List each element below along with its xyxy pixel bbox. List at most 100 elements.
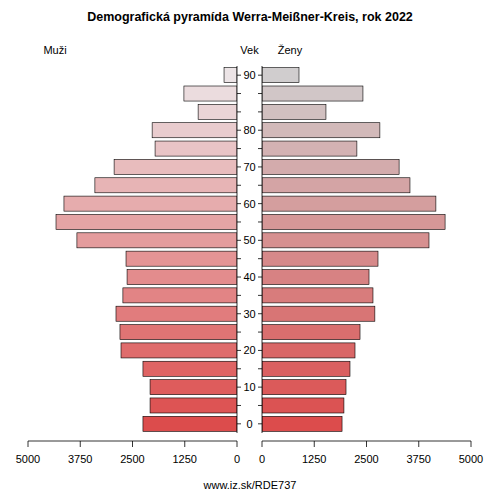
bar [127, 270, 237, 285]
bar [143, 361, 237, 376]
bar [262, 68, 299, 83]
category-tick [237, 405, 241, 406]
category-tick [237, 313, 241, 314]
bar [155, 141, 237, 156]
series-name: Ženy [278, 44, 303, 56]
category-tick [237, 148, 241, 149]
category-tick [258, 313, 262, 314]
bar [262, 233, 429, 248]
category-tick [237, 221, 241, 222]
category-label: 90 [243, 69, 255, 81]
tick-label: 3750 [68, 453, 92, 465]
bar [262, 123, 380, 138]
bar [262, 86, 363, 101]
bar [262, 380, 346, 395]
tick-label: 0 [259, 453, 265, 465]
category-tick [258, 368, 262, 369]
bar [262, 398, 344, 413]
bar [116, 306, 237, 321]
tick [237, 441, 238, 447]
bar [262, 178, 410, 193]
category-tick [258, 277, 262, 278]
bar [77, 233, 237, 248]
tick [132, 441, 133, 447]
tick [80, 441, 81, 447]
category-tick [258, 111, 262, 112]
category-tick [258, 75, 262, 76]
category-tick [237, 203, 241, 204]
bar [262, 251, 378, 266]
category-tick [237, 332, 241, 333]
tick-label: 5000 [459, 453, 483, 465]
tick-label: 2500 [354, 453, 378, 465]
bar [114, 159, 237, 174]
tick-label: 3750 [407, 453, 431, 465]
bar [262, 306, 375, 321]
axis-line [262, 66, 263, 433]
tick-label: 2500 [120, 453, 144, 465]
category-tick [237, 295, 241, 296]
category-label: 30 [243, 308, 255, 320]
bar [262, 196, 436, 211]
bar [121, 343, 237, 358]
category-tick [237, 75, 241, 76]
category-tick [258, 350, 262, 351]
bar [262, 141, 357, 156]
axis-label: Vek [240, 44, 259, 56]
tick [184, 441, 185, 447]
category-tick [237, 166, 241, 167]
category-tick [258, 130, 262, 131]
bar [126, 251, 237, 266]
tick-label: 5000 [16, 453, 40, 465]
bar [262, 104, 326, 119]
category-label: 60 [243, 198, 255, 210]
category-tick [258, 295, 262, 296]
tick [366, 441, 367, 447]
category-tick [258, 93, 262, 94]
category-tick [258, 221, 262, 222]
category-tick [258, 405, 262, 406]
bar [262, 159, 399, 174]
bar [123, 288, 237, 303]
bar [262, 325, 360, 340]
category-tick [237, 350, 241, 351]
category-label: 10 [243, 381, 255, 393]
bar-group [262, 68, 445, 432]
bar [262, 214, 445, 229]
axis-line [237, 66, 238, 433]
series-name: Muži [43, 44, 66, 56]
category-label: 40 [243, 271, 255, 283]
bar [262, 288, 373, 303]
tick-label: 1250 [173, 453, 197, 465]
category-tick [258, 166, 262, 167]
title: Demografická pyramída Werra-Meißner-Krei… [87, 10, 413, 24]
source: www.iz.sk/RDE737 [203, 479, 297, 491]
category-tick [237, 258, 241, 259]
tick-label: 1250 [302, 453, 326, 465]
bar [224, 68, 237, 83]
tick [262, 441, 263, 447]
bar [184, 86, 237, 101]
category-tick [258, 203, 262, 204]
category-tick [237, 240, 241, 241]
category-tick [237, 111, 241, 112]
bar [64, 196, 237, 211]
bar [198, 104, 237, 119]
bar [56, 214, 237, 229]
category-label: 50 [243, 234, 255, 246]
category-tick [258, 240, 262, 241]
category-tick [237, 423, 241, 424]
category-tick [237, 130, 241, 131]
category-tick [237, 387, 241, 388]
tick [314, 441, 315, 447]
bar-group [56, 68, 237, 432]
category-tick [258, 185, 262, 186]
category-label: 70 [243, 161, 255, 173]
bar [150, 380, 237, 395]
category-tick [258, 258, 262, 259]
bar [95, 178, 237, 193]
tick [28, 441, 29, 447]
bar [120, 325, 237, 340]
tick [418, 441, 419, 447]
bar [262, 361, 350, 376]
